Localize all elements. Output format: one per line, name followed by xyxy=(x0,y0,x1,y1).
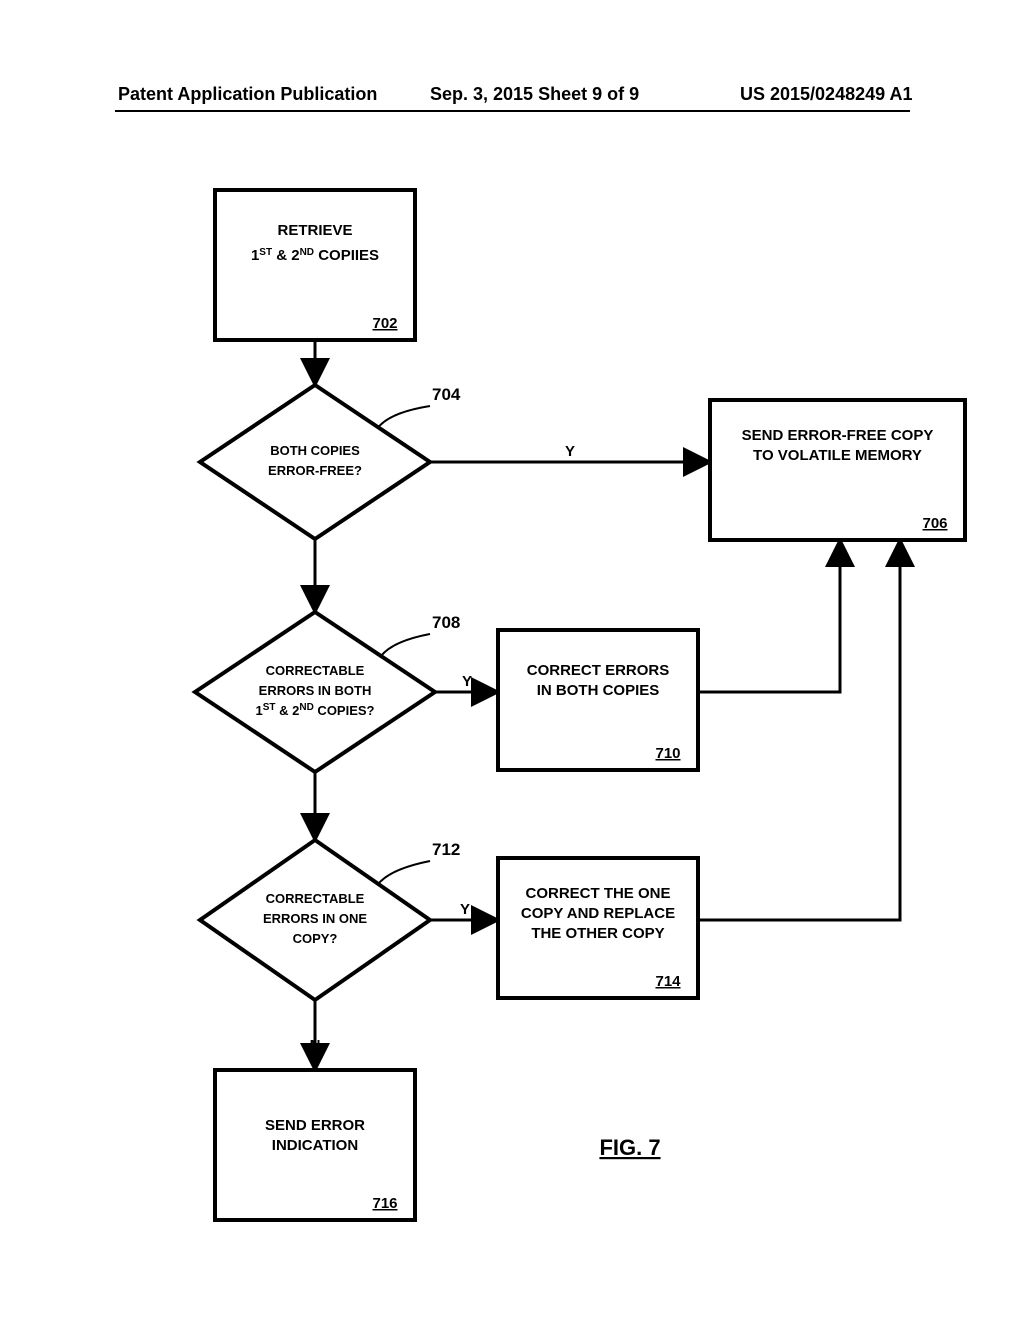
node-n716: SEND ERROR INDICATION 716 xyxy=(215,1070,415,1220)
figure-label: FIG. 7 xyxy=(599,1135,660,1160)
edge-label-8: N xyxy=(310,1037,321,1054)
svg-text:TO VOLATILE MEMORY: TO VOLATILE MEMORY xyxy=(753,447,922,464)
svg-text:ERRORS IN BOTH: ERRORS IN BOTH xyxy=(259,683,372,698)
svg-text:COPY?: COPY? xyxy=(293,931,338,946)
svg-text:SEND ERROR: SEND ERROR xyxy=(265,1117,365,1134)
edge-label-1: Y xyxy=(565,443,575,460)
ref-716: 716 xyxy=(372,1195,397,1212)
svg-text:CORRECTABLE: CORRECTABLE xyxy=(266,891,365,906)
callout-704: 704 xyxy=(432,385,461,404)
svg-text:BOTH COPIES: BOTH COPIES xyxy=(270,443,360,458)
edge-3: Y xyxy=(435,673,498,692)
svg-text:RETRIEVE: RETRIEVE xyxy=(277,222,352,239)
svg-text:CORRECT ERRORS: CORRECT ERRORS xyxy=(527,662,670,679)
edge-8: N xyxy=(310,1000,321,1070)
svg-text:COPY AND REPLACE: COPY AND REPLACE xyxy=(521,905,675,922)
edge-2: N xyxy=(310,539,321,612)
svg-text:SEND ERROR-FREE COPY: SEND ERROR-FREE COPY xyxy=(742,427,934,444)
ref-706: 706 xyxy=(922,515,947,532)
node-n702: RETRIEVE1ST & 2ND COPIIES702 xyxy=(215,190,415,340)
svg-text:ERROR-FREE?: ERROR-FREE? xyxy=(268,463,362,478)
edge-label-6: Y xyxy=(460,901,470,918)
svg-text:THE OTHER COPY: THE OTHER COPY xyxy=(531,925,664,942)
edge-6: Y xyxy=(430,901,498,920)
edge-label-3: Y xyxy=(462,673,472,690)
ref-710: 710 xyxy=(655,745,680,762)
node-n706: SEND ERROR-FREE COPY TO VOLATILE MEMORY 70… xyxy=(710,400,965,540)
svg-text:IN BOTH COPIES: IN BOTH COPIES xyxy=(537,682,660,699)
edge-4 xyxy=(698,540,840,692)
edge-5: N xyxy=(310,772,321,840)
edge-label-2: N xyxy=(310,582,321,599)
flowchart: Y N Y N Y N RETRIEVE1ST & 2ND COPIIES702 BOTH … xyxy=(0,0,1024,1320)
node-d708: CORRECTABLEERRORS IN BOTH1ST & 2ND COPIE… xyxy=(195,612,460,772)
callout-708: 708 xyxy=(432,613,460,632)
page: Patent Application Publication Sep. 3, 2… xyxy=(0,0,1024,1320)
svg-text:INDICATION: INDICATION xyxy=(272,1137,358,1154)
svg-text:ERRORS IN ONE: ERRORS IN ONE xyxy=(263,911,367,926)
svg-text:CORRECTABLE: CORRECTABLE xyxy=(266,663,365,678)
node-n714: CORRECT THE ONE COPY AND REPLACE THE OTHER… xyxy=(498,858,698,998)
node-d704: BOTH COPIES ERROR-FREE? 704 xyxy=(200,385,461,539)
node-n710: CORRECT ERRORS IN BOTH COPIES 710 xyxy=(498,630,698,770)
edge-label-5: N xyxy=(310,810,321,827)
ref-702: 702 xyxy=(372,315,397,332)
edge-1: Y xyxy=(430,443,710,462)
node-d712: CORRECTABLE ERRORS IN ONE COPY? 712 xyxy=(200,840,460,1000)
svg-text:CORRECT THE ONE: CORRECT THE ONE xyxy=(525,885,670,902)
ref-714: 714 xyxy=(655,973,681,990)
edge-7 xyxy=(698,540,900,920)
callout-712: 712 xyxy=(432,840,460,859)
